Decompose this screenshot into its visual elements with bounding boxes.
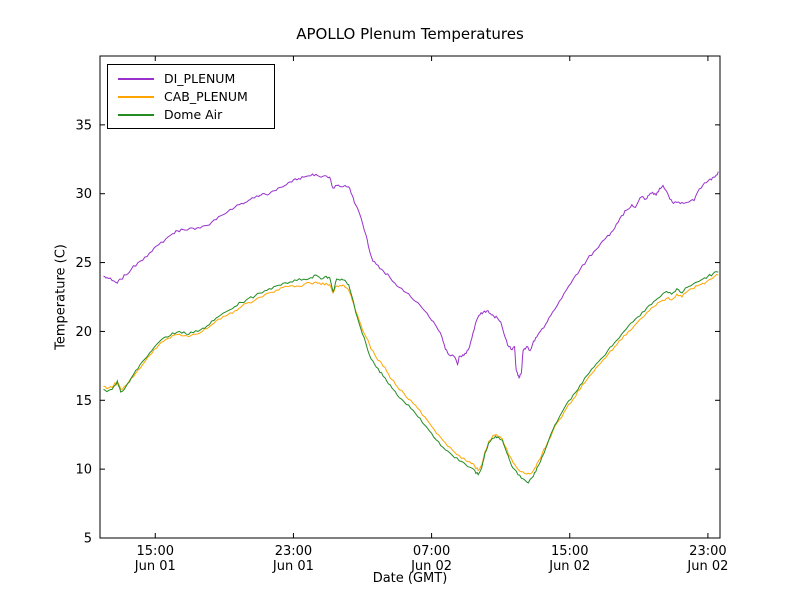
- x-tick-label: 23:00: [689, 544, 726, 559]
- x-tick-label: 15:00: [137, 544, 174, 559]
- y-tick-label: 15: [75, 394, 92, 409]
- y-tick-label: 25: [75, 256, 92, 271]
- legend-line-sample-di-plenum: [118, 77, 154, 80]
- chart-title: APOLLO Plenum Temperatures: [296, 25, 524, 43]
- y-tick-label: 30: [75, 187, 92, 202]
- legend: DI_PLENUM CAB_PLENUM Dome Air: [107, 64, 275, 129]
- x-tick-sublabel: Jun 02: [410, 559, 452, 574]
- legend-line-sample-cab-plenum: [118, 95, 154, 98]
- y-tick-label: 10: [75, 463, 92, 478]
- legend-label-dome-air: Dome Air: [164, 107, 223, 122]
- axes-frame: [99, 55, 721, 539]
- series-line-di-plenum: [103, 171, 719, 379]
- legend-label-cab-plenum: CAB_PLENUM: [164, 89, 248, 104]
- legend-line-sample-dome-air: [118, 113, 154, 116]
- x-axis-label: Date (GMT): [372, 571, 448, 586]
- x-tick-label: 23:00: [275, 544, 312, 559]
- y-tick-label: 5: [84, 532, 92, 547]
- x-tick-label: 15:00: [551, 544, 588, 559]
- series-line-cab-plenum: [103, 273, 719, 475]
- y-axis-label: Temperature (C): [53, 244, 69, 350]
- x-tick-sublabel: Jun 01: [272, 559, 314, 574]
- legend-label-di-plenum: DI_PLENUM: [164, 71, 236, 86]
- legend-entry: Dome Air: [118, 107, 248, 122]
- y-tick-label: 20: [75, 325, 92, 340]
- x-tick-sublabel: Jun 01: [134, 559, 176, 574]
- series-line-dome-air: [103, 271, 719, 484]
- x-tick-sublabel: Jun 02: [548, 559, 590, 574]
- y-tick-label: 35: [75, 118, 92, 133]
- x-tick-sublabel: Jun 02: [686, 559, 728, 574]
- x-tick-label: 07:00: [413, 544, 450, 559]
- legend-entry: DI_PLENUM: [118, 71, 248, 86]
- legend-entry: CAB_PLENUM: [118, 89, 248, 104]
